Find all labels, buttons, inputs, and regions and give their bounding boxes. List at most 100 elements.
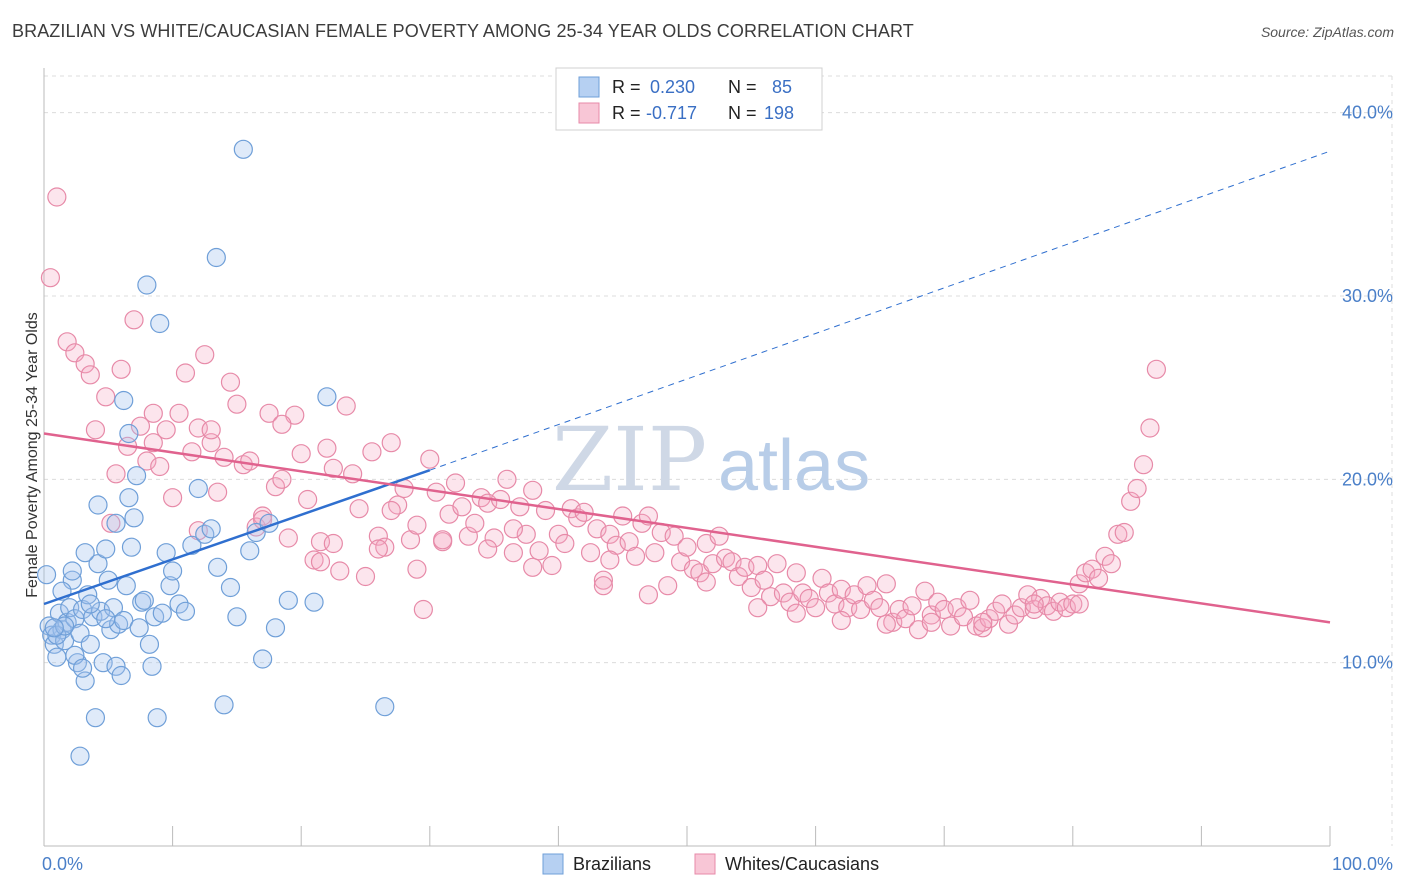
brazilians-point: [317, 387, 337, 407]
whites-point: [928, 592, 948, 612]
whites-point: [201, 420, 221, 440]
whites-point: [992, 594, 1012, 614]
whites-point: [259, 403, 279, 423]
whites-point: [413, 599, 433, 620]
whites-point: [304, 550, 324, 570]
whites-point: [535, 500, 556, 521]
whites-point: [915, 581, 935, 601]
whites-point: [40, 268, 61, 288]
legend-n-label: N =: [728, 103, 757, 123]
legend-r-value: 0.230: [650, 77, 695, 97]
whites-point: [1108, 524, 1128, 544]
whites-point: [1146, 359, 1166, 379]
whites-point: [600, 550, 620, 570]
brazilians-point: [142, 656, 162, 676]
whites-point: [143, 433, 163, 453]
whites-point: [478, 539, 498, 559]
whites-point: [433, 530, 453, 550]
whites-point: [523, 480, 543, 500]
whites-point: [979, 609, 999, 629]
whites-point: [452, 497, 472, 517]
brazilians-point: [214, 695, 234, 715]
brazilians-point: [85, 708, 106, 728]
brazilians-point: [111, 665, 131, 686]
legend-n-value: 198: [764, 103, 794, 123]
whites-point: [805, 598, 826, 618]
whites-point: [600, 524, 620, 544]
brazilians-point: [129, 618, 149, 638]
brazilians-point: [88, 495, 108, 515]
whites-point: [214, 447, 234, 467]
whites-point: [921, 612, 941, 632]
gridlines: [44, 75, 1393, 846]
whites-point: [870, 598, 890, 618]
brazilians-point: [253, 649, 273, 669]
brazilians-point: [147, 708, 167, 728]
whites-point: [265, 477, 286, 497]
whites-point: [1056, 598, 1076, 618]
x-tick-label-max: 100.0%: [1332, 854, 1393, 874]
whites-point: [278, 528, 298, 548]
whites-point: [1063, 594, 1083, 614]
brazilians-point: [47, 647, 67, 667]
whites-point: [593, 570, 614, 590]
whites-point: [150, 456, 170, 477]
series-legend: Brazilians Whites/Caucasians: [542, 853, 879, 875]
whites-point: [195, 345, 215, 365]
whites-point: [484, 528, 504, 548]
whites-point: [1024, 594, 1044, 614]
brazilians-point: [220, 577, 241, 598]
whites-point: [291, 444, 311, 464]
whites-point: [876, 614, 896, 634]
whites-point: [1127, 478, 1147, 499]
legend-r-label: R =: [612, 77, 641, 97]
whites-point: [683, 559, 704, 579]
whites-point: [709, 526, 729, 546]
brazilians-trend-extension: [429, 150, 1331, 471]
y-tick-label: 30.0%: [1342, 286, 1393, 306]
brazilians-point: [227, 607, 247, 627]
whites-point: [163, 488, 183, 508]
brazilians-point: [121, 537, 142, 557]
brazilians-point: [44, 618, 64, 638]
brazilians-point: [169, 594, 189, 614]
legend-swatch-brazilians: [578, 76, 600, 98]
whites-point: [1005, 605, 1025, 625]
whites-point: [143, 403, 163, 423]
whites-point: [613, 506, 633, 526]
whites-point: [111, 359, 131, 379]
whites-point: [124, 310, 144, 330]
whites-point: [1133, 455, 1154, 475]
whites-point: [555, 533, 575, 554]
whites-point: [593, 576, 614, 596]
whites-point: [786, 603, 806, 623]
whites-point: [715, 548, 736, 568]
brazilians-point: [163, 561, 183, 581]
whites-point: [381, 433, 401, 453]
whites-point: [227, 394, 247, 414]
brazilians-point: [106, 513, 126, 533]
whites-point: [645, 543, 665, 563]
brazilians-point: [139, 634, 160, 654]
whites-point: [208, 482, 228, 502]
whites-point: [658, 576, 678, 596]
whites-point: [310, 552, 331, 572]
whites-point: [786, 563, 806, 583]
brazilians-point: [201, 519, 221, 539]
whites-point: [818, 583, 839, 603]
whites-point: [130, 416, 151, 436]
brazilians-point: [119, 488, 139, 508]
whites-point: [381, 500, 401, 521]
chart-title: BRAZILIAN VS WHITE/CAUCASIAN FEMALE POVE…: [12, 21, 914, 41]
brazilians-point: [36, 565, 57, 585]
bottom-legend-swatch-whites: [694, 853, 716, 875]
whites-point: [876, 574, 896, 594]
whites-point: [1088, 568, 1109, 588]
whites-point: [465, 513, 485, 533]
brazilians-point: [278, 590, 298, 610]
brazilians-point: [152, 603, 172, 623]
brazilians-point: [98, 570, 118, 590]
brazilians-point: [208, 557, 228, 577]
brazilians-point: [175, 601, 196, 621]
